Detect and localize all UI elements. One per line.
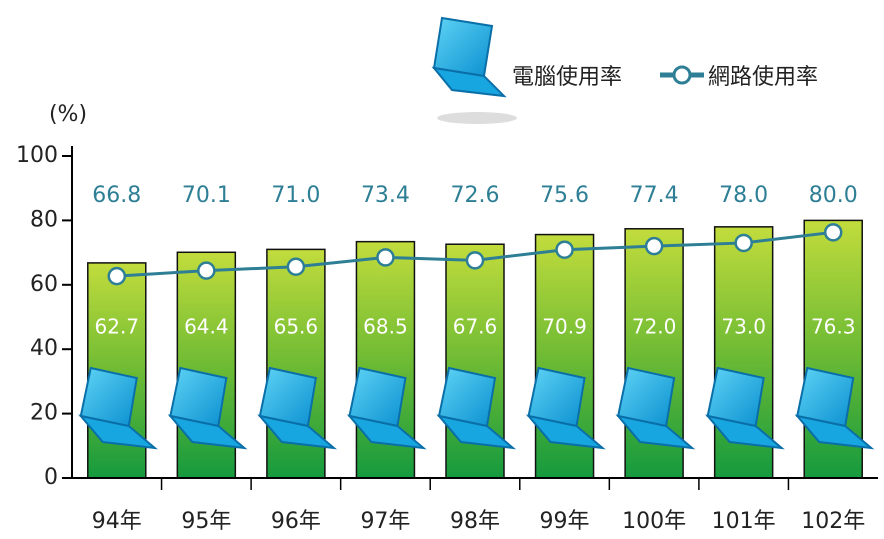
line-value-label: 72.0 (632, 315, 677, 339)
line-marker (467, 252, 483, 268)
y-axis-title: (%) (49, 102, 87, 127)
line-value-label: 73.0 (721, 315, 766, 339)
legend-marker (674, 67, 690, 83)
legend-label: 電腦使用率 (512, 65, 622, 90)
x-tick-label: 102年 (801, 509, 865, 534)
line-value-label: 70.9 (542, 315, 587, 339)
y-tick-label: 60 (30, 272, 58, 297)
bar-value-label: 77.4 (630, 183, 679, 208)
x-tick-label: 96年 (271, 509, 321, 534)
bar-value-label: 66.8 (92, 183, 141, 208)
line-value-label: 76.3 (811, 315, 856, 339)
line-value-label: 68.5 (363, 315, 408, 339)
line-marker (736, 235, 752, 251)
line-marker (377, 249, 393, 265)
y-tick-label: 0 (44, 465, 58, 490)
bar-value-label: 75.6 (540, 183, 589, 208)
y-tick-label: 20 (30, 401, 58, 426)
x-tick-label: 97年 (360, 509, 410, 534)
line-value-label: 65.6 (274, 315, 319, 339)
bar-value-label: 72.6 (451, 183, 500, 208)
bar-value-label: 80.0 (809, 183, 858, 208)
line-marker (646, 238, 662, 254)
x-tick-label: 101年 (712, 509, 776, 534)
legend-label: 網路使用率 (708, 65, 818, 90)
line-marker (557, 242, 573, 258)
line-value-label: 62.7 (95, 315, 140, 339)
bar-value-label: 70.1 (182, 183, 231, 208)
line-marker (288, 259, 304, 275)
y-tick-label: 100 (16, 143, 58, 168)
x-tick-label: 95年 (181, 509, 231, 534)
y-tick-label: 40 (30, 336, 58, 361)
bar-value-label: 73.4 (361, 183, 410, 208)
line-marker (825, 224, 841, 240)
line-value-label: 64.4 (184, 315, 229, 339)
legend-laptop-icon (434, 18, 517, 124)
bar-value-label: 71.0 (271, 183, 320, 208)
line-marker (109, 268, 125, 284)
x-tick-label: 98年 (450, 509, 500, 534)
legend: 電腦使用率 網路使用率 (434, 18, 818, 124)
x-tick-label: 100年 (622, 509, 686, 534)
line-marker (198, 263, 214, 279)
bar-value-label: 78.0 (719, 183, 768, 208)
chart: (%) 電腦使用率 網路使用率 0 20 40 60 80 100 66.8 70.1 71.0… (0, 0, 884, 539)
x-tick-label: 99年 (540, 509, 590, 534)
x-tick-label: 94年 (92, 509, 142, 534)
y-tick-label: 80 (30, 207, 58, 232)
line-value-label: 67.6 (453, 315, 498, 339)
